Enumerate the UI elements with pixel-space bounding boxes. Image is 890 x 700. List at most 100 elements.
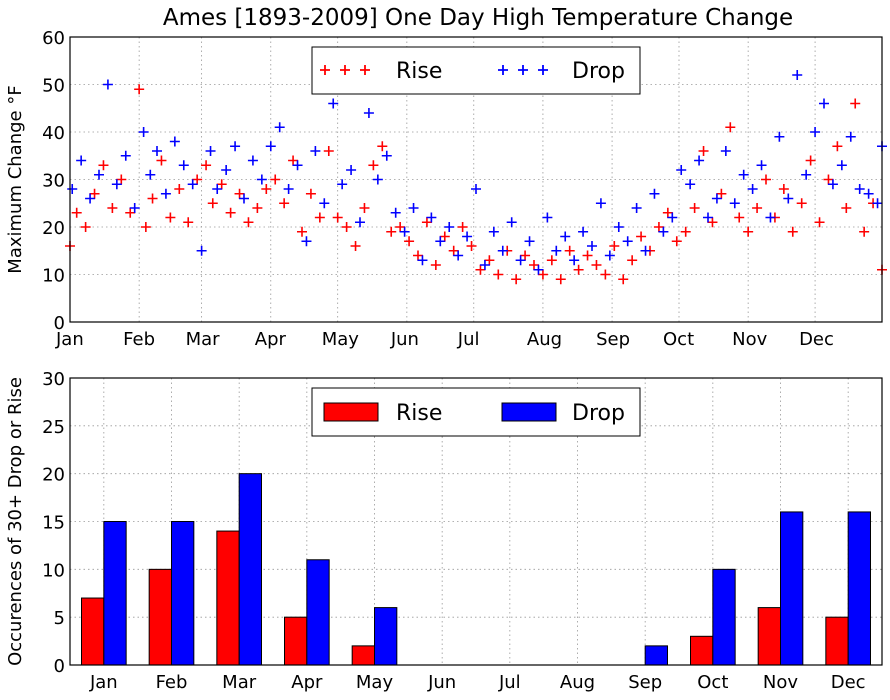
scatter-point-rise [377, 141, 388, 152]
scatter-point-rise [192, 174, 203, 185]
scatter-point-rise [627, 255, 638, 266]
bar-x-tick-label: May [356, 672, 394, 693]
bar-drop-jan [103, 521, 127, 666]
bar-drop-oct [712, 568, 736, 666]
bar-drop-sep [644, 645, 668, 666]
scatter-point-rise [457, 222, 468, 232]
scatter-point-drop [102, 79, 113, 90]
scatter-point-rise [107, 203, 118, 213]
scatter-x-tick-label: Jul [457, 329, 480, 350]
scatter-point-drop [471, 184, 481, 194]
legend-label-rise: Rise [396, 401, 442, 426]
bar-y-tick-label: 15 [42, 513, 65, 534]
scatter-point-rise [466, 241, 477, 251]
scatter-point-drop [381, 150, 392, 161]
scatter-point-rise [591, 260, 602, 270]
scatter-point-drop [417, 255, 428, 266]
scatter-point-drop [283, 184, 294, 194]
scatter-point-drop [390, 207, 401, 218]
scatter-point-rise [475, 264, 486, 275]
scatter-point-drop [152, 146, 162, 156]
scatter-point-drop [613, 222, 624, 232]
scatter-point-drop [845, 131, 856, 142]
scatter-chart: 0 10 20 30 40 50 60 Jan Feb Mar Apr May Jun Jul Aug Sep… [5, 28, 887, 350]
scatter-point-rise [814, 217, 825, 228]
scatter-point-rise [147, 193, 158, 204]
scatter-point-rise [796, 198, 807, 209]
scatter-point-rise [183, 217, 194, 228]
scatter-point-drop [310, 146, 321, 156]
scatter-point-rise [555, 274, 566, 285]
scatter-y-axis-label: Maximum Change °F [5, 85, 26, 273]
bar-chart: 0 5 10 15 20 25 30 Jan Feb Mar Apr May Jun Jul Aug Sep O… [5, 369, 883, 693]
scatter-point-drop [169, 136, 180, 147]
scatter-point-drop [221, 165, 232, 175]
scatter-point-rise [743, 226, 754, 237]
scatter-point-rise [707, 217, 718, 228]
scatter-point-rise [600, 269, 611, 280]
scatter-point-rise [305, 188, 316, 199]
scatter-point-rise [859, 226, 870, 237]
scatter-point-drop [676, 165, 687, 175]
bar-x-tick-label: Jan [89, 672, 118, 693]
scatter-point-rise [716, 188, 727, 199]
scatter-point-drop [247, 155, 258, 166]
scatter-point-drop [239, 193, 249, 204]
scatter-point-drop [863, 188, 874, 199]
scatter-point-drop [462, 231, 473, 242]
scatter-point-drop [533, 264, 544, 275]
legend-swatch-rise [323, 402, 379, 422]
scatter-point-rise [421, 217, 432, 228]
scatter-point-drop [292, 160, 303, 171]
scatter-x-tick-label: Sep [596, 329, 630, 350]
scatter-point-rise [404, 236, 415, 247]
scatter-point-rise [698, 146, 709, 156]
scatter-point-drop [703, 212, 713, 223]
bar-rise-oct [690, 635, 714, 666]
legend-marker-rise [340, 65, 350, 75]
scatter-point-rise [439, 231, 450, 242]
scatter-point-rise [165, 212, 176, 223]
scatter-point-drop [658, 226, 669, 237]
scatter-point-rise [841, 203, 852, 213]
chart-title: Ames [1893-2009] One Day High Temperatur… [163, 5, 793, 31]
scatter-point-rise [89, 188, 100, 199]
scatter-point-drop [337, 179, 348, 190]
scatter-point-rise [787, 226, 798, 237]
scatter-x-tick-label: Feb [123, 329, 155, 350]
scatter-y-tick-label: 40 [42, 123, 65, 144]
bar-drop-dec [847, 511, 871, 666]
scatter-point-rise [386, 226, 397, 237]
bar-x-tick-label: Jun [427, 672, 456, 693]
bar-x-tick-label: Dec [831, 672, 866, 693]
scatter-point-drop [515, 255, 526, 266]
scatter-point-rise [252, 203, 263, 213]
scatter-point-rise [98, 160, 109, 171]
scatter-point-rise [671, 236, 682, 247]
scatter-point-rise [297, 226, 307, 237]
scatter-x-tick-label: May [322, 329, 360, 350]
scatter-y-tick-label: 60 [42, 28, 65, 49]
scatter-point-drop [542, 212, 553, 223]
scatter-point-drop [94, 169, 104, 180]
bar-rise-feb [148, 568, 172, 666]
scatter-point-rise [314, 212, 325, 223]
legend-marker-drop [538, 65, 548, 75]
scatter-point-drop [640, 245, 651, 256]
scatter-point-drop [792, 70, 803, 80]
scatter-point-rise [80, 222, 91, 232]
scatter-point-rise [201, 160, 212, 171]
scatter-point-rise [140, 222, 151, 232]
bar-x-tick-label: Mar [222, 672, 257, 693]
scatter-point-drop [810, 127, 821, 137]
scatter-x-tick-label: Apr [255, 329, 287, 350]
scatter-point-drop [729, 198, 740, 209]
scatter-point-rise [573, 264, 584, 275]
scatter-point-rise [448, 245, 459, 256]
scatter-point-rise [850, 98, 861, 109]
scatter-point-drop [346, 165, 357, 175]
scatter-point-rise [564, 245, 575, 256]
scatter-point-drop [274, 122, 285, 133]
scatter-point-drop [569, 255, 580, 266]
scatter-point-rise [618, 274, 629, 285]
